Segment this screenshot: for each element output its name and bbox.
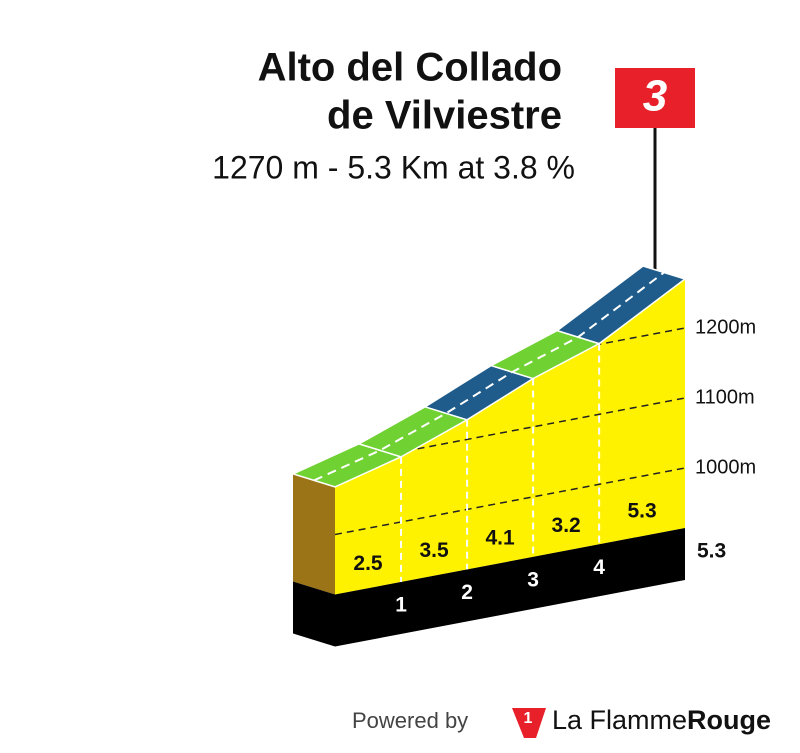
x-tick-label: 4 — [593, 556, 605, 579]
subtitle: 1270 m - 5.3 Km at 3.8 % — [212, 149, 575, 185]
x-tick-label: 1 — [395, 593, 407, 616]
x-tick-label: 3 — [527, 568, 539, 591]
title-line: Alto del Collado — [258, 46, 562, 90]
side-face — [293, 473, 335, 595]
profile: 1000m 1100m 1200m 2.5 3.5 4.1 3.2 5.3 1 2 3 4 5.3 — [290, 265, 756, 647]
logo — [512, 708, 546, 738]
category-label: 3 — [643, 72, 667, 121]
brand-bold: Rouge — [687, 705, 771, 735]
category-flag — [615, 68, 695, 128]
y-tick-label: 1000m — [695, 456, 756, 478]
title-line: de Vilviestre — [327, 94, 562, 138]
gradient-label: 5.3 — [627, 500, 656, 523]
gradient-label: 3.2 — [552, 514, 581, 537]
x-tick-label: 2 — [461, 581, 473, 604]
gradient-label: 3.5 — [419, 539, 449, 562]
powered-by: Powered by — [352, 708, 468, 733]
gradient-label: 4.1 — [485, 527, 515, 550]
y-tick-label: 1200m — [695, 316, 756, 338]
y-tick-label: 1100m — [695, 386, 755, 408]
brand: La FlammeRouge — [552, 705, 771, 735]
base-band — [335, 528, 685, 647]
brand-name: La Flamme — [552, 705, 687, 735]
road-centerline — [313, 271, 665, 482]
base-side — [293, 581, 335, 647]
gradient-label: 2.5 — [353, 552, 383, 575]
logo-mark: 1 — [524, 710, 533, 727]
road-segment — [555, 265, 687, 345]
profile-face — [335, 279, 685, 595]
x-tick-label: 5.3 — [697, 540, 726, 563]
